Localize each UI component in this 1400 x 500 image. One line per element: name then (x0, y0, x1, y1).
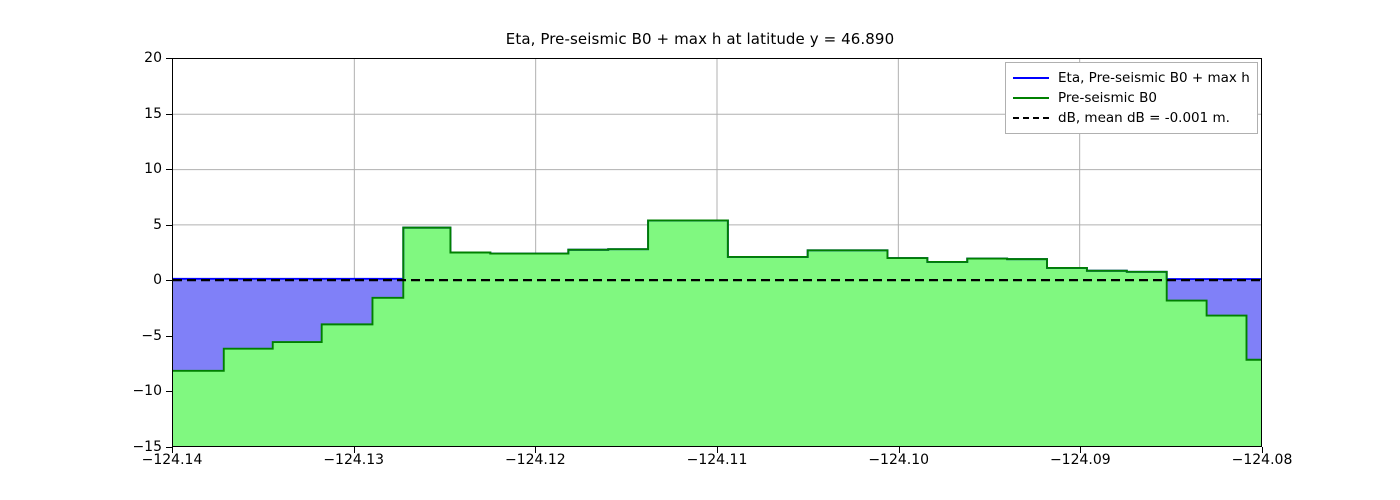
x-tick-label: −124.13 (323, 452, 385, 468)
x-tick-label: −124.09 (1049, 452, 1111, 468)
x-tickmark (1262, 447, 1264, 453)
y-tick-label: −10 (132, 383, 162, 400)
x-tick-label: −124.10 (868, 452, 930, 468)
y-tickmark (166, 113, 172, 115)
y-tick-label: −5 (141, 327, 162, 344)
y-tick-label: 5 (153, 216, 162, 233)
y-tickmark (166, 391, 172, 393)
legend-swatch-b0 (1013, 92, 1049, 104)
x-tickmark (717, 447, 719, 453)
x-tick-label: −124.11 (686, 452, 748, 468)
y-tick-label: 20 (144, 50, 162, 66)
y-tickmark (166, 224, 172, 226)
x-tickmark (1080, 447, 1082, 453)
legend-label-db: dB, mean dB = -0.001 m. (1058, 110, 1230, 126)
y-tickmark (166, 447, 172, 449)
legend-entry-b0: Pre-seismic B0 (1013, 88, 1250, 108)
x-tickmark (172, 447, 174, 453)
legend-label-eta: Eta, Pre-seismic B0 + max h (1058, 70, 1250, 86)
x-tick-label: −124.14 (141, 452, 203, 468)
legend-box: Eta, Pre-seismic B0 + max h Pre-seismic … (1005, 62, 1258, 134)
legend-entry-eta: Eta, Pre-seismic B0 + max h (1013, 68, 1250, 88)
y-tickmark (166, 169, 172, 171)
legend-swatch-eta (1013, 72, 1049, 84)
y-tickmark (166, 335, 172, 337)
legend-swatch-db (1013, 112, 1049, 124)
legend-label-b0: Pre-seismic B0 (1058, 90, 1157, 106)
legend-entry-db: dB, mean dB = -0.001 m. (1013, 108, 1250, 128)
y-tick-label: 15 (144, 105, 162, 122)
y-tick-label: 10 (144, 161, 162, 178)
x-tickmark (535, 447, 537, 453)
x-tick-label: −124.12 (504, 452, 566, 468)
y-tick-label: 0 (153, 272, 162, 289)
series-layer (173, 219, 1261, 446)
y-tick-label: −15 (132, 439, 162, 455)
x-tick-label: −124.08 (1231, 452, 1293, 468)
plot-svg (173, 59, 1261, 446)
x-tickmark (898, 447, 900, 453)
chart-title: Eta, Pre-seismic B0 + max h at latitude … (505, 30, 895, 48)
y-tickmark (166, 280, 172, 282)
y-tickmark (166, 58, 172, 60)
x-tickmark (353, 447, 355, 453)
